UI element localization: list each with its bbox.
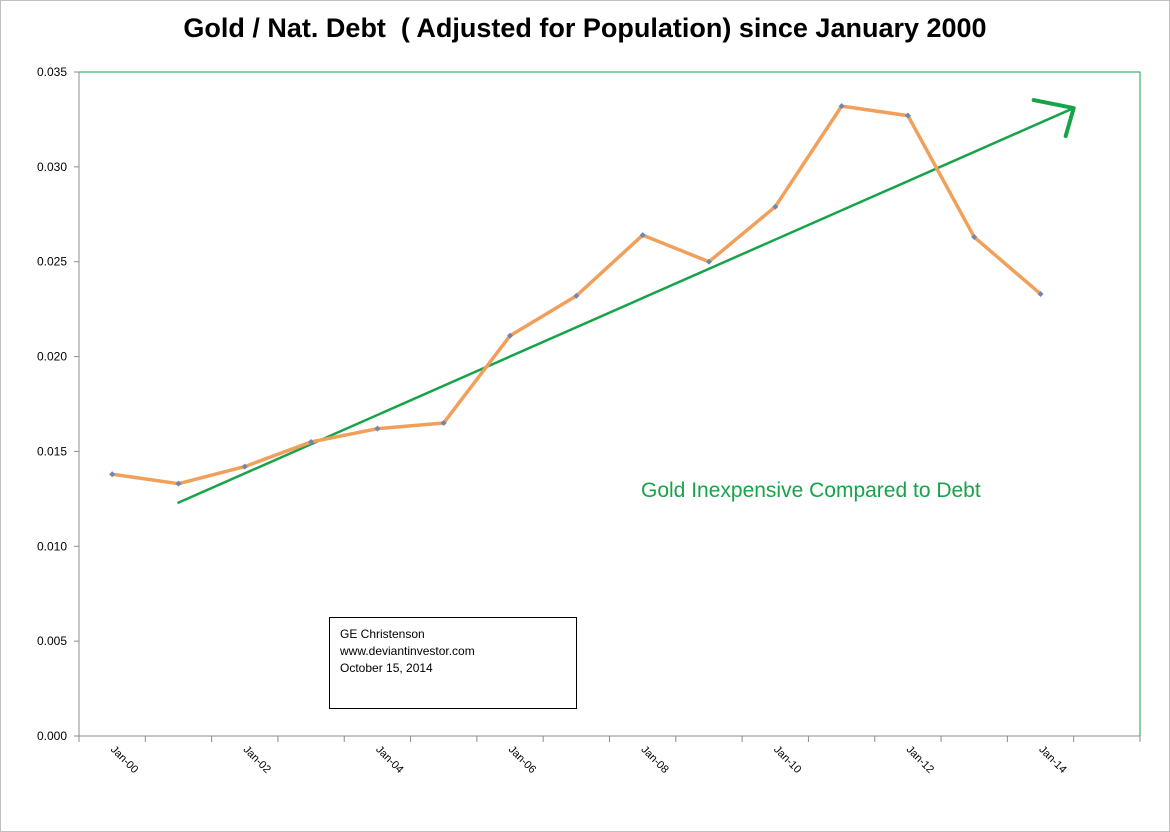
data-point — [109, 471, 116, 478]
data-point — [639, 232, 646, 239]
y-tick-label: 0.000 — [37, 729, 67, 743]
x-tick-label: Jan-08 — [639, 744, 671, 776]
data-point — [440, 419, 447, 426]
x-tick-label: Jan-04 — [373, 744, 405, 776]
info-date: October 15, 2014 — [340, 661, 433, 675]
info-website: www.deviantinvestor.com — [340, 644, 475, 658]
data-point — [971, 234, 978, 241]
data-point — [573, 292, 580, 299]
data-point — [241, 463, 248, 470]
data-point — [1037, 290, 1044, 297]
data-point — [705, 258, 712, 265]
data-point — [374, 425, 381, 432]
data-point — [838, 103, 845, 110]
x-tick-label: Jan-06 — [506, 744, 538, 776]
y-tick-label: 0.015 — [37, 444, 67, 458]
trend-line — [177, 106, 1075, 504]
y-tick-label: 0.020 — [37, 350, 67, 364]
x-tick-label: Jan-14 — [1036, 744, 1068, 776]
data-point — [507, 332, 514, 339]
data-point — [175, 480, 182, 487]
x-tick-label: Jan-12 — [904, 744, 936, 776]
data-point — [904, 112, 911, 119]
chart-annotation: Gold Inexpensive Compared to Debt — [641, 479, 981, 502]
y-tick-label: 0.010 — [37, 539, 67, 553]
info-author: GE Christenson — [340, 627, 425, 641]
y-tick-label: 0.005 — [37, 634, 67, 648]
y-tick-label: 0.035 — [37, 65, 67, 79]
plot-border — [79, 71, 1141, 736]
trend-arrow-head — [1031, 98, 1076, 139]
info-box: GE Christenson www.deviantinvestor.com O… — [329, 617, 577, 709]
data-point — [772, 203, 779, 210]
y-tick-label: 0.025 — [37, 255, 67, 269]
chart-title: Gold / Nat. Debt ( Adjusted for Populati… — [183, 13, 987, 43]
data-point — [308, 438, 315, 445]
x-tick-label: Jan-10 — [771, 744, 803, 776]
x-tick-label: Jan-02 — [241, 744, 273, 776]
x-tick-label: Jan-00 — [108, 744, 140, 776]
y-tick-label: 0.030 — [37, 160, 67, 174]
